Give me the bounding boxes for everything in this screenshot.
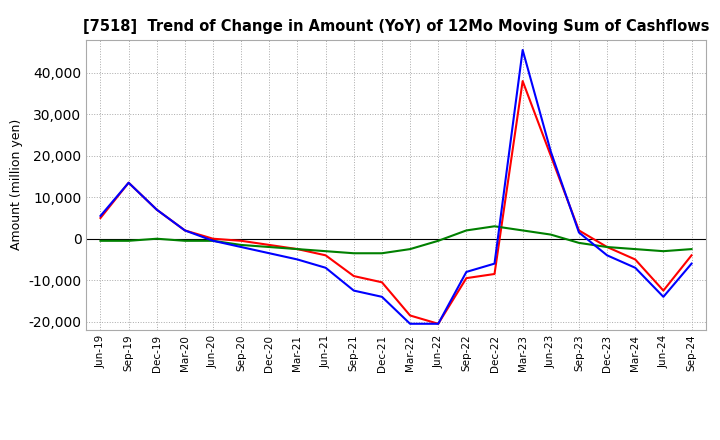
- Investing Cashflow: [462, 228, 471, 233]
- Investing Cashflow: [406, 246, 415, 252]
- Operating Cashflow: [181, 228, 189, 233]
- Free Cashflow: [349, 288, 358, 293]
- Free Cashflow: [125, 180, 133, 185]
- Operating Cashflow: [546, 153, 555, 158]
- Investing Cashflow: [181, 238, 189, 243]
- Investing Cashflow: [687, 246, 696, 252]
- Investing Cashflow: [603, 244, 611, 249]
- Operating Cashflow: [631, 257, 639, 262]
- Investing Cashflow: [518, 228, 527, 233]
- Free Cashflow: [518, 48, 527, 53]
- Operating Cashflow: [659, 288, 667, 293]
- Operating Cashflow: [293, 246, 302, 252]
- Investing Cashflow: [434, 238, 443, 243]
- Investing Cashflow: [631, 246, 639, 252]
- Free Cashflow: [406, 321, 415, 326]
- Free Cashflow: [96, 213, 105, 219]
- Operating Cashflow: [518, 78, 527, 84]
- Investing Cashflow: [209, 238, 217, 243]
- Investing Cashflow: [265, 244, 274, 249]
- Operating Cashflow: [349, 273, 358, 279]
- Investing Cashflow: [546, 232, 555, 237]
- Operating Cashflow: [209, 236, 217, 242]
- Free Cashflow: [490, 261, 499, 266]
- Free Cashflow: [265, 251, 274, 256]
- Y-axis label: Amount (million yen): Amount (million yen): [10, 119, 23, 250]
- Investing Cashflow: [293, 246, 302, 252]
- Investing Cashflow: [321, 249, 330, 254]
- Free Cashflow: [237, 244, 246, 249]
- Investing Cashflow: [349, 251, 358, 256]
- Free Cashflow: [631, 265, 639, 271]
- Operating Cashflow: [603, 244, 611, 249]
- Operating Cashflow: [96, 215, 105, 220]
- Free Cashflow: [434, 321, 443, 326]
- Free Cashflow: [153, 207, 161, 213]
- Free Cashflow: [377, 294, 386, 300]
- Title: [7518]  Trend of Change in Amount (YoY) of 12Mo Moving Sum of Cashflows: [7518] Trend of Change in Amount (YoY) o…: [83, 19, 709, 34]
- Investing Cashflow: [659, 249, 667, 254]
- Investing Cashflow: [575, 240, 583, 246]
- Operating Cashflow: [377, 280, 386, 285]
- Free Cashflow: [181, 228, 189, 233]
- Investing Cashflow: [490, 224, 499, 229]
- Free Cashflow: [659, 294, 667, 300]
- Line: Free Cashflow: Free Cashflow: [101, 50, 691, 324]
- Operating Cashflow: [462, 275, 471, 281]
- Investing Cashflow: [377, 251, 386, 256]
- Investing Cashflow: [96, 238, 105, 243]
- Investing Cashflow: [125, 238, 133, 243]
- Operating Cashflow: [406, 313, 415, 318]
- Operating Cashflow: [490, 271, 499, 277]
- Operating Cashflow: [321, 253, 330, 258]
- Free Cashflow: [321, 265, 330, 271]
- Line: Operating Cashflow: Operating Cashflow: [101, 81, 691, 324]
- Operating Cashflow: [153, 207, 161, 213]
- Free Cashflow: [603, 253, 611, 258]
- Operating Cashflow: [575, 228, 583, 233]
- Operating Cashflow: [237, 238, 246, 243]
- Operating Cashflow: [125, 180, 133, 185]
- Investing Cashflow: [153, 236, 161, 242]
- Free Cashflow: [546, 149, 555, 154]
- Operating Cashflow: [434, 321, 443, 326]
- Free Cashflow: [209, 238, 217, 243]
- Operating Cashflow: [687, 253, 696, 258]
- Free Cashflow: [462, 269, 471, 275]
- Free Cashflow: [293, 257, 302, 262]
- Investing Cashflow: [237, 242, 246, 248]
- Line: Investing Cashflow: Investing Cashflow: [101, 226, 691, 253]
- Operating Cashflow: [265, 242, 274, 248]
- Free Cashflow: [687, 261, 696, 266]
- Free Cashflow: [575, 230, 583, 235]
